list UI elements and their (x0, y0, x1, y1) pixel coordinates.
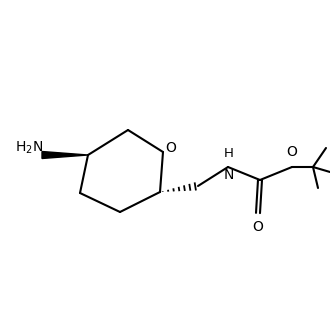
Text: O: O (252, 220, 263, 234)
Text: H$_2$N: H$_2$N (15, 140, 43, 156)
Polygon shape (42, 151, 88, 158)
Text: O: O (286, 145, 297, 159)
Text: O: O (165, 141, 176, 155)
Text: H: H (224, 147, 234, 160)
Text: N: N (224, 168, 234, 182)
